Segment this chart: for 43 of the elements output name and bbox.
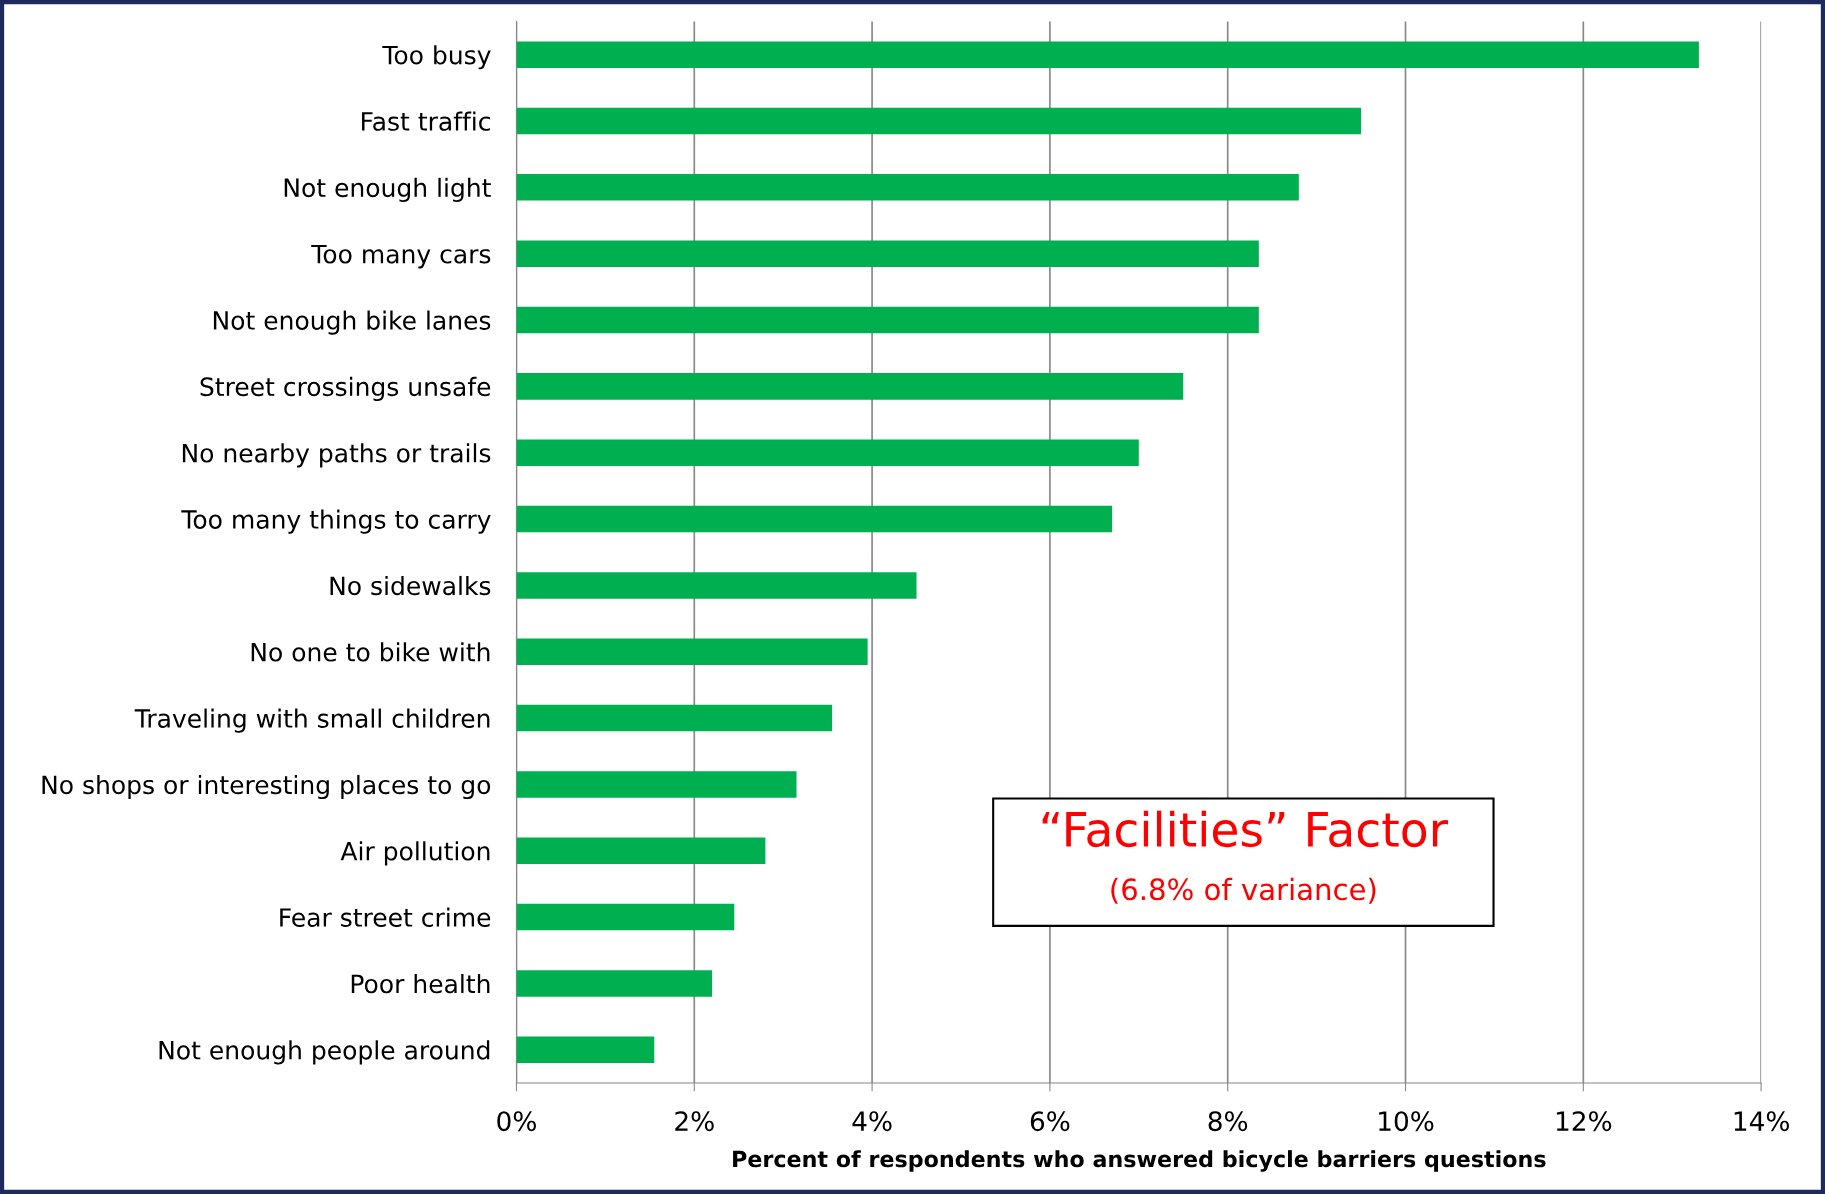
bar [516, 306, 1259, 334]
bar [516, 1036, 655, 1064]
y-tick-label: No shops or interesting places to go [42, 774, 491, 800]
x-tick-label: 0% [497, 1111, 536, 1132]
y-tick-label: Street crossings unsafe [200, 376, 491, 402]
annotation: “Facilities” Factor [1042, 810, 1449, 848]
y-tick-label: Too busy [382, 45, 491, 70]
x-tick-label: 10% [1379, 1111, 1434, 1132]
y-tick-label: Too many things to carry [181, 509, 491, 534]
bar [516, 837, 766, 865]
bar [516, 704, 833, 732]
y-tick-label: Fast traffic [362, 111, 490, 131]
x-tick-label: 2% [675, 1111, 714, 1132]
bar [516, 240, 1259, 267]
bar [516, 771, 797, 798]
x-tick-label: 6% [1030, 1111, 1070, 1132]
y-tick-label: Poor health [351, 973, 490, 994]
bar [516, 373, 1184, 400]
bar [516, 505, 1113, 533]
x-tick-label: 4% [852, 1111, 892, 1132]
y-tick-label: No one to bike with [251, 642, 490, 662]
x-tick-label: 8% [1208, 1111, 1248, 1132]
x-axis-title: Percent of respondents who answered bicycle barriers questions [733, 1150, 1546, 1172]
bar [516, 638, 868, 666]
y-tick-label: Traveling with small children [134, 708, 490, 733]
bar [516, 41, 1699, 68]
y-tick-label: Not enough bike lanes [213, 310, 491, 335]
annotation: (6.8% of variance) [1111, 877, 1376, 904]
bar [516, 174, 1299, 201]
x-tick-label: 12% [1556, 1111, 1612, 1132]
y-tick-label: Air pollution [340, 841, 490, 866]
bar [516, 107, 1362, 135]
x-tick-label: 14% [1734, 1111, 1789, 1132]
bar [516, 572, 917, 599]
y-tick-label: No nearby paths or trails [182, 443, 491, 468]
bar [516, 903, 735, 931]
y-tick-label: Fear street crime [280, 907, 491, 927]
bar [516, 970, 713, 997]
bar [516, 439, 1139, 466]
y-tick-label: No sidewalks [330, 575, 491, 596]
y-tick-label: Not enough light [284, 177, 491, 203]
y-tick-label: Not enough people around [159, 1040, 490, 1065]
y-tick-label: Too many cars [311, 244, 491, 269]
